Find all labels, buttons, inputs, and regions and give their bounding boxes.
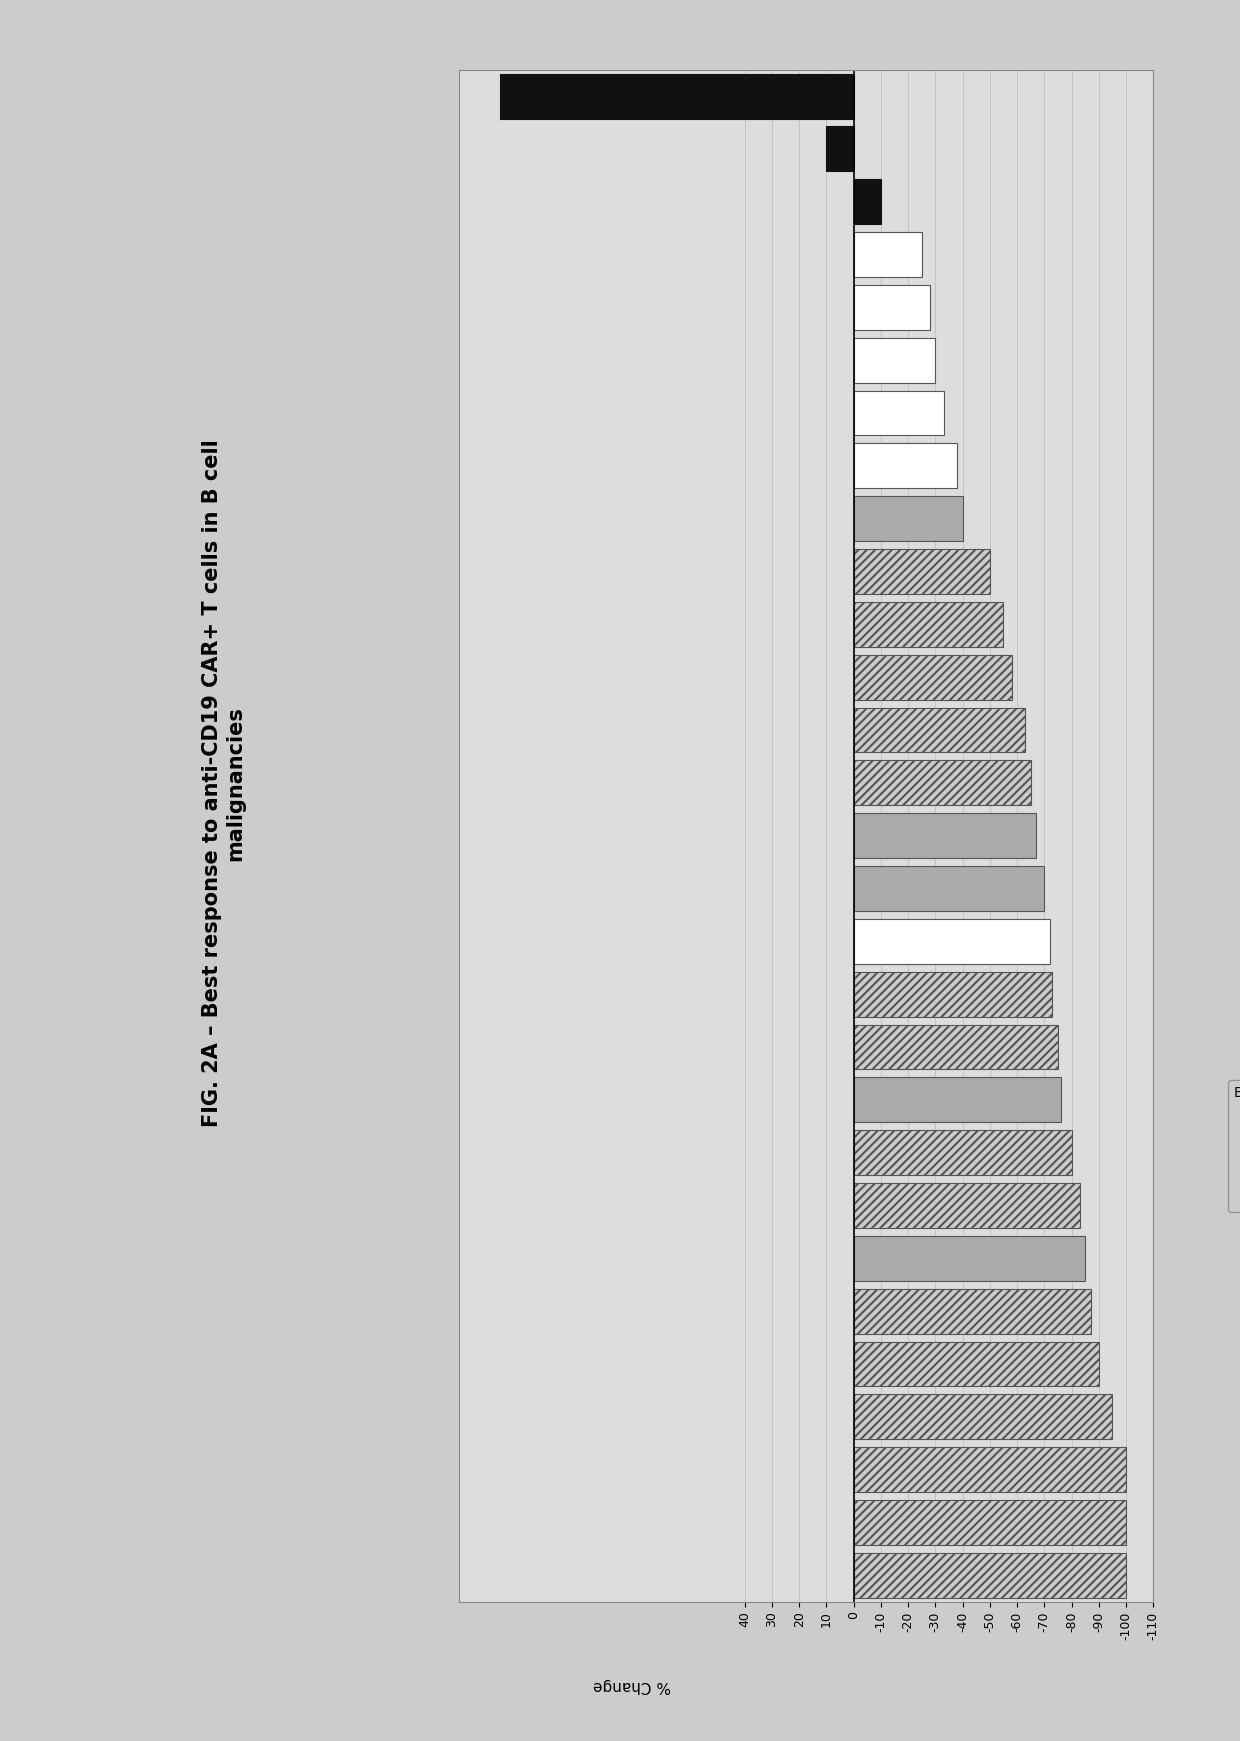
Bar	[853, 338, 935, 383]
Bar	[853, 232, 921, 277]
Bar	[853, 655, 1012, 700]
Text: FIG. 2A – Best response to anti-CD19 CAR+ T cells in B cell
malignancies: FIG. 2A – Best response to anti-CD19 CAR…	[202, 439, 244, 1128]
Bar	[853, 496, 962, 541]
Legend: CR, PR, SD, PD: CR, PR, SD, PD	[1228, 1079, 1240, 1212]
Bar	[853, 1395, 1112, 1440]
Bar	[853, 707, 1025, 752]
Bar	[853, 1184, 1080, 1227]
Bar	[853, 1447, 1126, 1492]
Bar	[853, 390, 944, 435]
Bar	[853, 444, 957, 487]
Bar	[853, 1024, 1058, 1069]
Bar	[853, 1553, 1126, 1598]
Bar	[500, 73, 853, 118]
Bar	[853, 761, 1030, 806]
Bar	[853, 1342, 1099, 1386]
X-axis label: % Change: % Change	[594, 1678, 671, 1694]
Bar	[853, 919, 1050, 965]
Bar	[853, 1078, 1060, 1123]
Bar	[853, 1288, 1090, 1334]
Bar	[853, 1130, 1071, 1175]
Bar	[853, 971, 1053, 1017]
Bar	[853, 548, 990, 594]
Bar	[853, 1501, 1126, 1544]
Bar	[853, 1236, 1085, 1281]
Bar	[853, 286, 930, 329]
Bar	[853, 865, 1044, 911]
Bar	[853, 813, 1037, 858]
Bar	[853, 179, 880, 225]
Bar	[853, 602, 1003, 648]
Bar	[826, 127, 853, 171]
